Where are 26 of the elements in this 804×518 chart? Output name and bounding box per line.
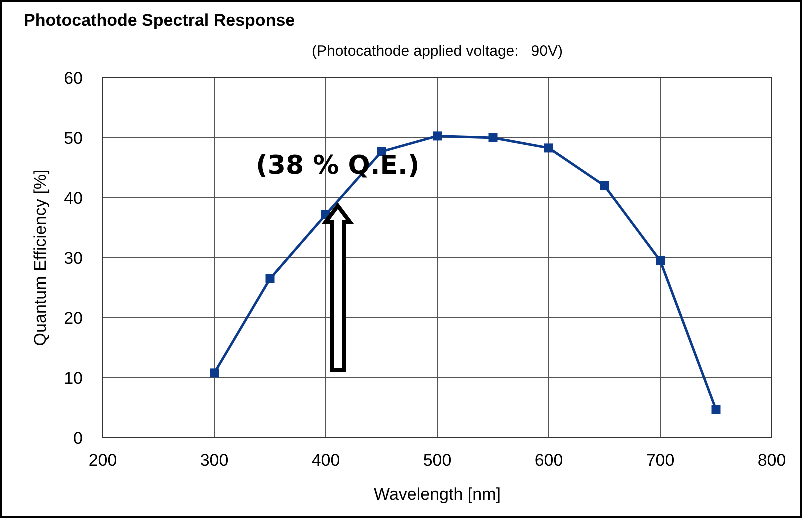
y-tick-label: 20: [64, 309, 83, 328]
x-tick-label: 500: [423, 451, 452, 470]
y-tick-label: 50: [64, 129, 83, 148]
y-tick-label: 0: [74, 429, 83, 448]
y-tick-label: 30: [64, 249, 83, 268]
x-axis-title: Wavelength [nm]: [374, 485, 501, 504]
x-tick-label: 400: [312, 451, 340, 470]
y-tick-label: 60: [64, 69, 83, 88]
chart-title: Photocathode Spectral Response: [24, 11, 296, 30]
x-tick-label: 800: [758, 451, 786, 470]
x-tick-label: 300: [200, 451, 229, 470]
y-tick-label: 40: [64, 189, 83, 208]
point: [488, 134, 498, 142]
y-tick-label: 10: [64, 369, 83, 388]
point: [712, 405, 721, 414]
point: [544, 144, 554, 153]
point: [266, 274, 275, 284]
point: [600, 182, 610, 190]
chart-subtitle: (Photocathode applied voltage: 90V): [312, 43, 564, 60]
x-tick-label: 600: [534, 451, 564, 470]
point: [433, 132, 442, 141]
x-tick-label: 200: [88, 451, 118, 470]
x-tick-label: 700: [646, 451, 675, 470]
y-axis-title: Quantum Efficiency [%]: [31, 170, 50, 346]
point: [656, 256, 665, 266]
point: [210, 368, 219, 378]
